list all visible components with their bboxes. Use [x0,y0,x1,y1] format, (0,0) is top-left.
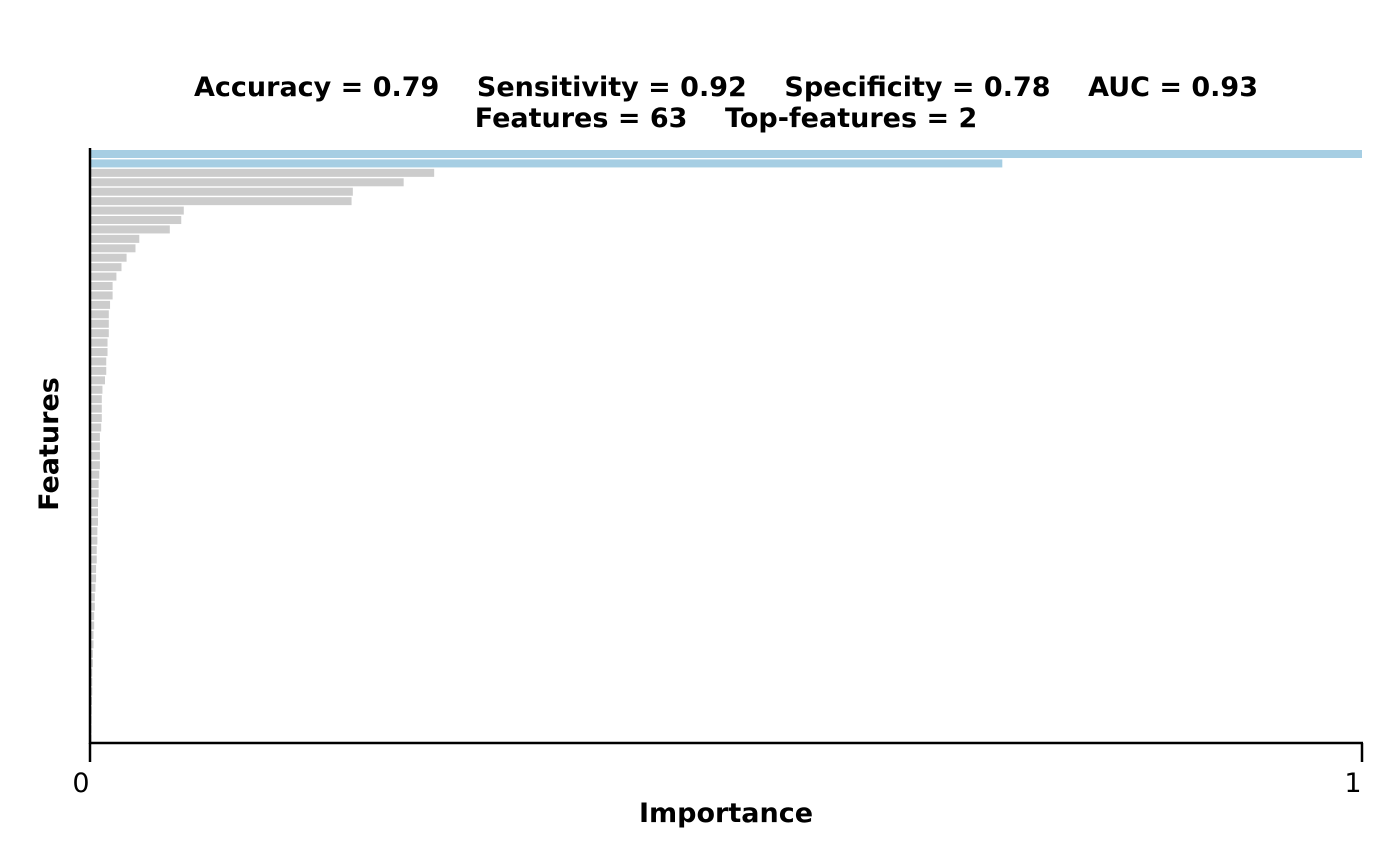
feature-bar-41 [91,527,98,536]
feature-bar-34 [91,461,100,470]
y-axis-title: Features [34,377,65,511]
feature-bar-50 [91,612,95,621]
feature-bar-26 [91,385,103,394]
feature-bar-51 [91,621,95,630]
feature-bar-6 [91,197,352,206]
feature-bar-8 [91,216,182,225]
feature-bar-18 [91,310,109,319]
feature-bar-48 [91,593,95,602]
feature-bar-54 [91,649,93,658]
feature-bar-44 [91,555,97,564]
feature-bar-2 [91,159,1003,168]
feature-bar-31 [91,432,100,441]
feature-bar-17 [91,300,111,309]
feature-bar-5 [91,187,353,196]
feature-bar-16 [91,291,113,300]
feature-bar-14 [91,272,117,281]
x-axis-title: Importance [639,798,813,829]
feature-bar-40 [91,517,98,526]
feature-bar-52 [91,630,94,639]
feature-bar-27 [91,395,102,404]
feature-bar-59 [91,696,93,705]
feature-bar-39 [91,508,98,517]
feature-bar-15 [91,282,113,291]
feature-bar-1 [91,150,1362,158]
feature-bar-55 [91,659,93,668]
feature-bar-58 [91,687,93,696]
chart-title-line1: Accuracy = 0.79 Sensitivity = 0.92 Speci… [194,72,1258,103]
feature-bar-63 [91,734,92,743]
feature-bar-28 [91,404,102,413]
feature-bar-20 [91,329,109,338]
feature-bar-4 [91,178,404,187]
feature-bar-53 [91,640,94,649]
feature-bar-30 [91,423,102,432]
feature-bar-35 [91,470,100,479]
feature-bar-45 [91,564,97,573]
x-tick-label-0: 0 [72,768,89,799]
feature-bar-29 [91,414,102,423]
feature-bar-12 [91,253,127,262]
feature-bar-7 [91,206,184,215]
feature-bar-33 [91,451,100,460]
feature-bar-10 [91,234,140,243]
feature-bar-62 [91,725,92,734]
feature-bar-23 [91,357,107,366]
feature-bar-3 [91,168,435,177]
feature-bar-43 [91,546,97,555]
feature-bar-9 [91,225,170,234]
feature-bar-60 [91,706,92,715]
feature-bar-22 [91,348,108,357]
feature-bar-49 [91,602,95,611]
feature-bar-38 [91,498,98,507]
feature-bar-57 [91,678,93,687]
bars-group [91,150,1362,743]
feature-bar-61 [91,715,92,724]
feature-bar-32 [91,442,100,451]
feature-bar-46 [91,574,97,583]
feature-bar-36 [91,480,99,489]
feature-bar-24 [91,366,107,375]
feature-bar-21 [91,338,108,347]
feature-bar-13 [91,263,122,272]
feature-bar-56 [91,668,93,677]
feature-bar-19 [91,319,109,328]
feature-bar-11 [91,244,136,253]
feature-bar-25 [91,376,105,385]
feature-bar-42 [91,536,98,545]
chart-title-line2: Features = 63 Top-features = 2 [474,103,978,134]
x-tick-label-1: 1 [1344,768,1361,799]
feature-bar-47 [91,583,96,592]
feature-bar-37 [91,489,99,498]
